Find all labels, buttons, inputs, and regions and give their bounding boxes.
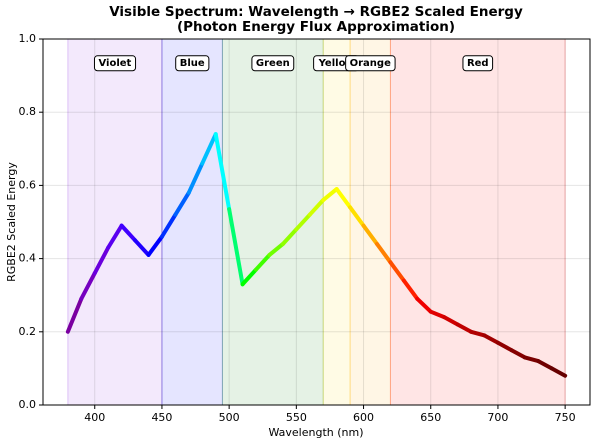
line-segment [200,132,218,166]
y-tick-label: 0.8 [19,105,37,118]
line-segment [146,234,164,257]
line-segment [334,187,353,210]
line-segment [159,212,178,239]
band-label: Green [256,58,290,69]
line-segment [455,322,474,334]
line-segment [92,245,111,276]
line-segment [173,190,191,217]
x-tick-label: 400 [84,411,105,424]
line-segment [428,309,447,320]
line-segment [482,333,500,345]
line-segment [307,198,326,217]
y-tick-label: 1.0 [19,32,37,45]
y-tick-label: 0.4 [19,252,37,265]
line-segment [119,223,138,243]
x-tick-label: 750 [555,411,576,424]
plot-frame [42,38,591,406]
line-segment [254,252,272,272]
y-axis-label: RGBE2 Scaled Energy [5,162,18,282]
x-tick-label: 500 [219,411,240,424]
line-segment [388,260,406,283]
line-segment [213,132,232,212]
y-tick-label: 0.0 [19,398,37,411]
spectrum-band [389,38,566,406]
line-segment [495,340,514,353]
line-segment [415,296,433,314]
chart-subtitle: (Photon Energy Flux Approximation) [177,19,455,35]
band-label-box [345,55,396,72]
line-segment [79,271,97,301]
line-segment [401,278,420,301]
line-segment [442,315,460,327]
line-segment [522,355,541,364]
x-tick-label: 650 [420,411,441,424]
band-label: Red [467,58,489,69]
band-label: Orange [350,58,391,69]
line-segment [106,223,124,250]
line-segment [294,212,312,232]
line-segment [536,359,554,371]
line-segment [186,161,205,195]
line-segment [65,296,84,334]
band-label: Violet [98,58,131,69]
spectrum-band [67,38,163,406]
chart-title: Visible Spectrum: Wavelength → RGBE2 Sca… [109,4,523,20]
x-tick-label: 450 [151,411,172,424]
spectrum-band [221,38,324,406]
line-segment [280,227,299,246]
spectrum-band [322,38,351,406]
line-segment [321,187,339,203]
band-label: Yellow [318,58,355,69]
line-segment [469,329,487,338]
x-tick-label: 600 [353,411,374,424]
band-label-box [93,55,137,72]
line-segment [348,205,366,228]
band-label-box [462,55,494,72]
line-segment [549,366,568,378]
x-axis-label: Wavelength (nm) [268,426,363,439]
line-segment [133,238,151,257]
spectrum-band [349,38,391,406]
line-segment [227,207,245,287]
x-tick-label: 550 [286,411,307,424]
line-segment [509,348,527,360]
y-tick-label: 0.2 [19,325,37,338]
band-label-box [175,55,210,72]
x-tick-label: 700 [487,411,508,424]
band-label-box [251,55,295,72]
line-segment [361,223,379,246]
y-tick-label: 0.6 [19,178,37,191]
line-segment [267,241,285,257]
line-segment [240,267,259,287]
line-segment [374,241,393,265]
band-label: Blue [180,58,205,69]
